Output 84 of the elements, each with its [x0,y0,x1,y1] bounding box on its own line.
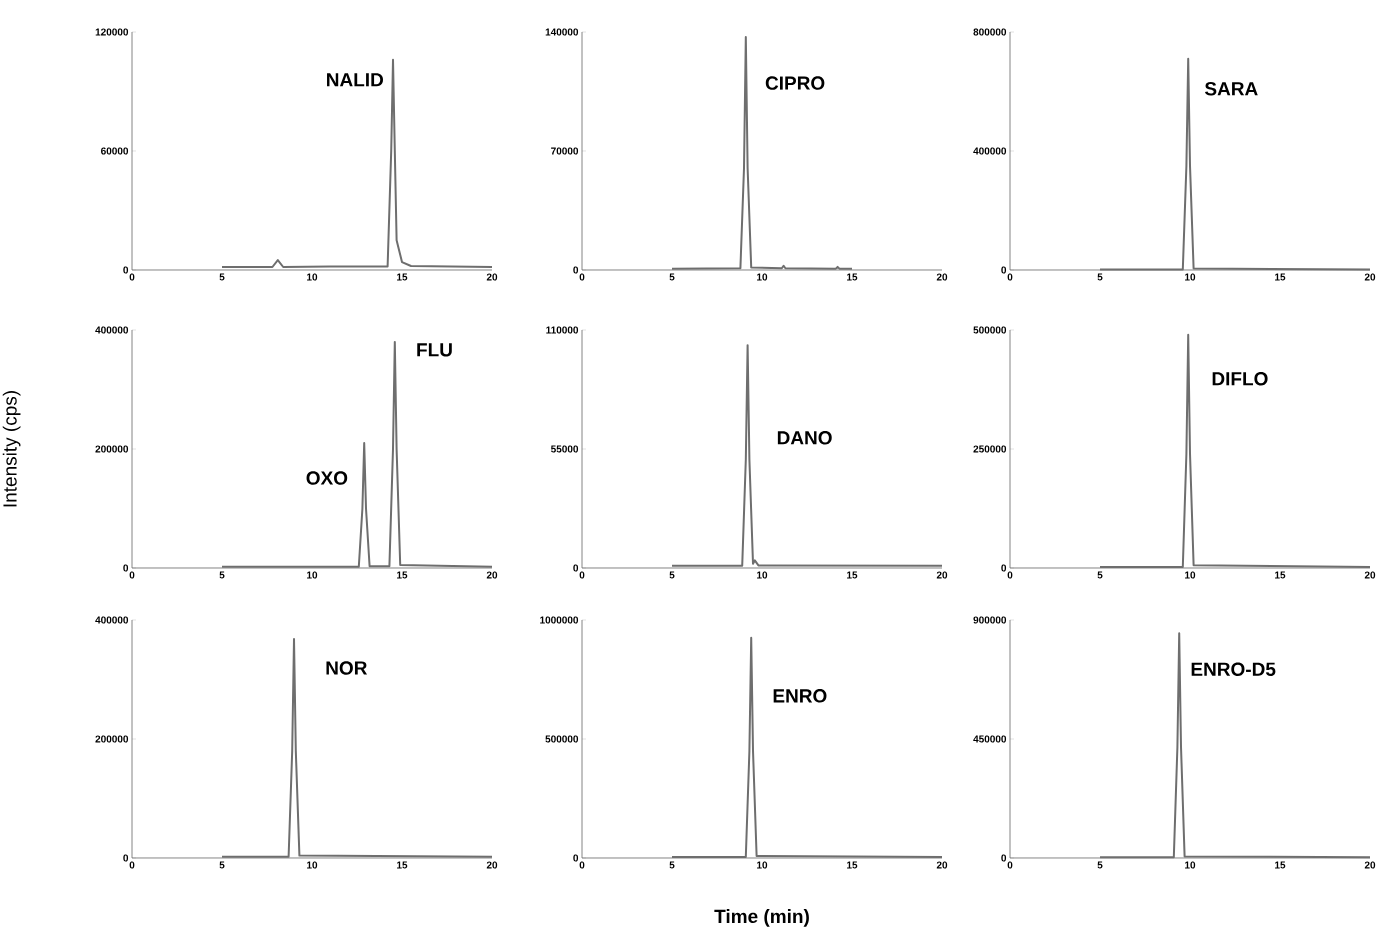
x-tick-label: 15 [1275,571,1286,579]
x-tick-label: 10 [757,861,768,869]
y-tick-label: 140000 [545,28,579,36]
x-tick-label: 5 [669,861,675,869]
x-tick-label: 0 [579,861,585,869]
x-tick-label: 15 [847,861,858,869]
annotation: ENRO [773,689,827,703]
x-tick-label: 10 [1185,273,1196,281]
x-tick-label: 15 [397,571,408,579]
x-tick-label: 20 [1364,861,1376,869]
x-tick-label: 15 [847,273,858,281]
annotation: ENRO-D5 [1191,662,1276,676]
x-tick-label: 10 [1185,571,1196,579]
y-tick-label: 0 [123,564,129,572]
y-tick-label: 400000 [95,326,129,334]
x-tick-label: 20 [486,571,498,579]
annotation: FLU [417,343,452,357]
x-tick-label: 10 [307,571,318,579]
x-axis-title: Time (min) [714,909,809,927]
x-tick-label: 0 [129,861,135,869]
x-tick-label: 10 [307,273,318,281]
annotation: OXO [306,471,348,485]
y-tick-label: 500000 [973,326,1007,334]
annotation: NOR [326,661,368,675]
x-tick-label: 5 [1097,273,1103,281]
y-tick-label: 120000 [95,28,129,36]
x-tick-label: 15 [1275,273,1286,281]
y-tick-label: 70000 [551,147,579,155]
x-tick-label: 5 [1097,571,1103,579]
x-tick-label: 0 [1007,571,1013,579]
x-tick-label: 10 [757,571,768,579]
x-tick-label: 5 [669,571,675,579]
y-tick-label: 1000000 [540,616,579,624]
x-tick-label: 0 [129,571,135,579]
y-tick-label: 400000 [973,147,1007,155]
y-tick-label: 400000 [95,616,129,624]
x-tick-label: 0 [129,273,135,281]
y-tick-label: 900000 [973,616,1007,624]
y-tick-label: 0 [123,266,129,274]
x-tick-label: 15 [1275,861,1286,869]
x-tick-label: 20 [1364,273,1376,281]
x-tick-label: 20 [936,861,948,869]
y-tick-label: 110000 [546,326,579,334]
x-tick-label: 0 [579,571,585,579]
y-tick-label: 0 [573,854,579,862]
y-tick-label: 250000 [973,445,1007,453]
x-tick-label: 15 [397,861,408,869]
x-tick-label: 0 [1007,861,1013,869]
y-tick-label: 450000 [973,735,1007,743]
y-tick-label: 800000 [973,28,1007,36]
x-tick-label: 20 [486,861,498,869]
annotation: NALID [327,73,384,87]
y-tick-label: 0 [123,854,129,862]
x-tick-label: 10 [1185,861,1196,869]
annotation: DIFLO [1212,372,1268,386]
x-tick-label: 10 [757,273,768,281]
x-tick-label: 0 [579,273,585,281]
y-tick-label: 0 [1001,564,1007,572]
x-tick-label: 20 [936,571,948,579]
y-tick-label: 60000 [101,147,129,155]
y-tick-label: 0 [1001,854,1007,862]
x-tick-label: 15 [847,571,858,579]
x-tick-label: 15 [397,273,408,281]
x-tick-label: 5 [219,571,225,579]
annotation: DANO [777,431,832,445]
y-tick-label: 200000 [95,735,129,743]
x-tick-label: 5 [219,273,225,281]
y-tick-label: 0 [573,564,579,572]
annotation: SARA [1204,82,1258,96]
x-tick-label: 20 [936,273,948,281]
y-axis-title: Intensity (cps) [2,391,21,507]
x-tick-label: 20 [486,273,498,281]
y-tick-label: 200000 [95,445,129,453]
annotation: CIPRO [765,76,825,90]
x-tick-label: 20 [1364,571,1376,579]
y-tick-label: 55000 [550,445,579,453]
x-tick-label: 5 [1097,861,1103,869]
x-tick-label: 5 [669,273,675,281]
x-tick-label: 5 [219,861,225,869]
x-tick-label: 10 [307,861,318,869]
y-tick-label: 500000 [545,735,579,743]
y-tick-label: 0 [573,266,579,274]
x-tick-label: 0 [1007,273,1013,281]
y-tick-label: 0 [1001,266,1007,274]
